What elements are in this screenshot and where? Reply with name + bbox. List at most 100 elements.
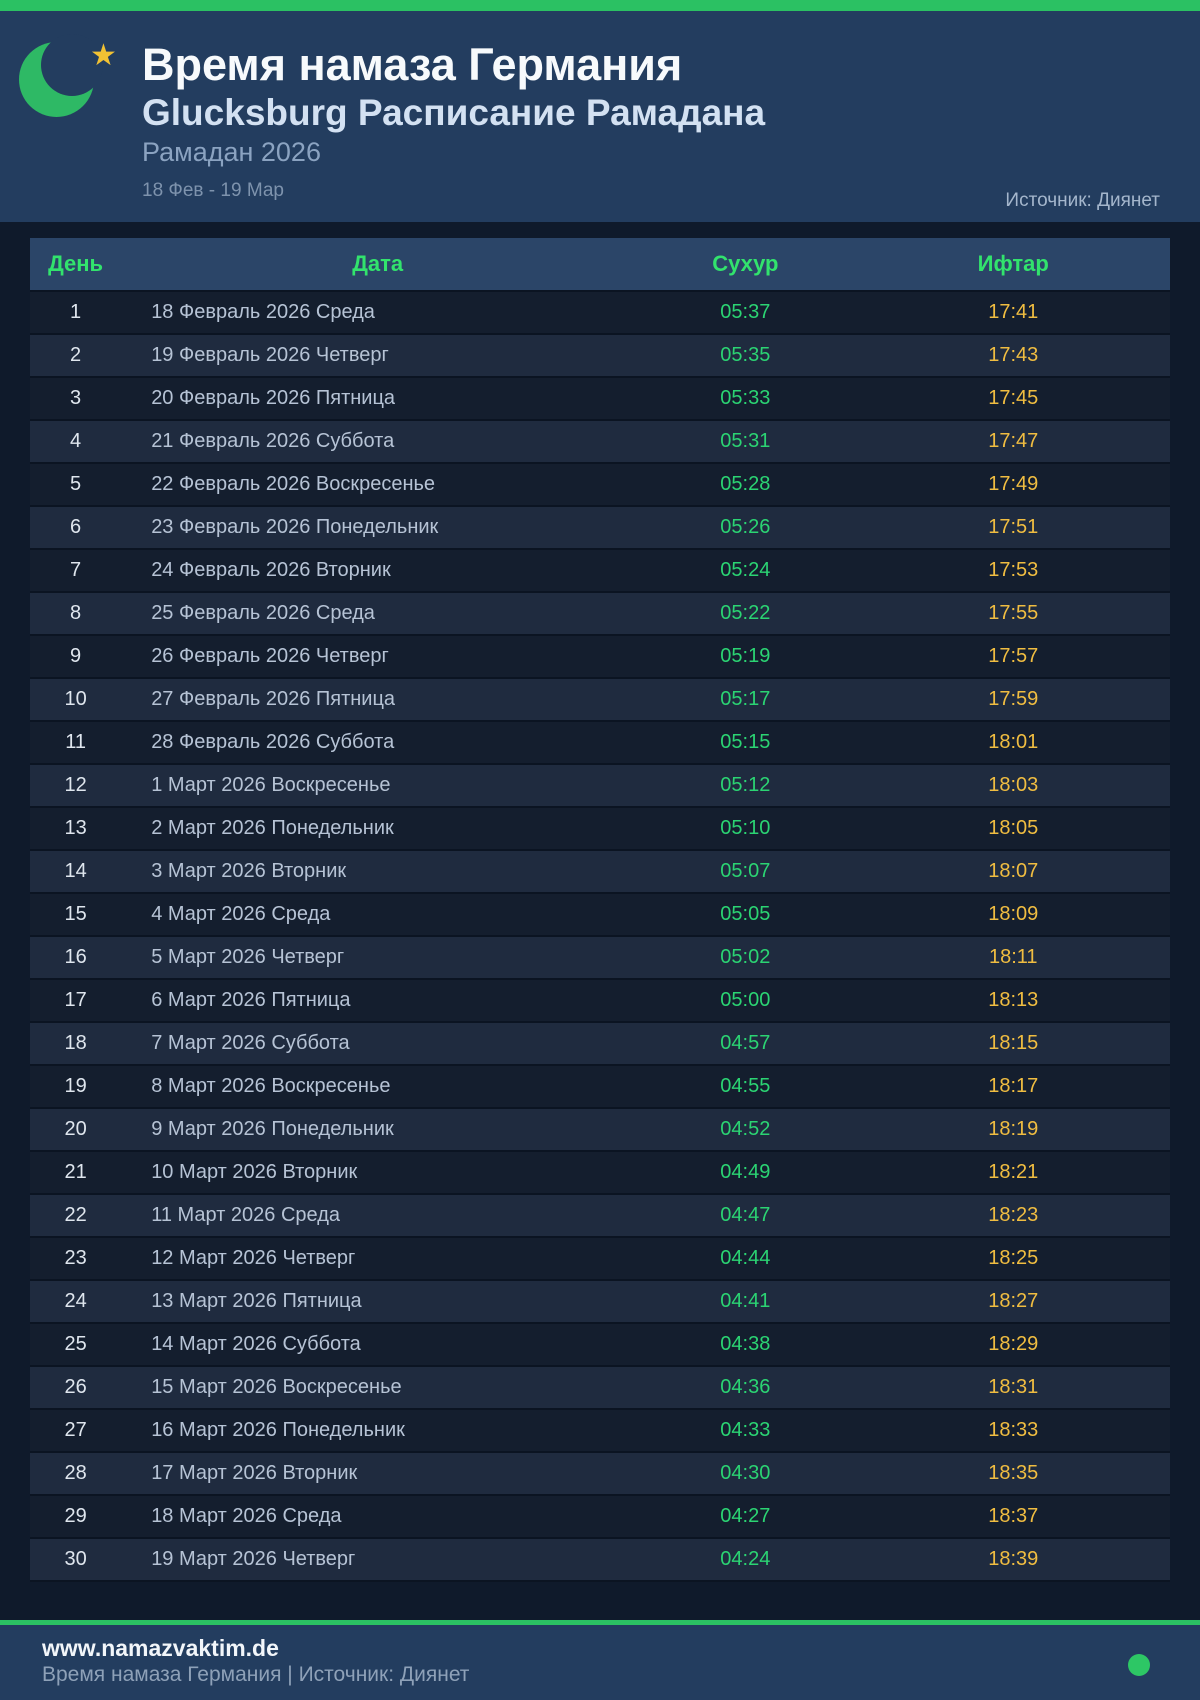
table-row: 17 6 Март 2026 Пятница 05:00 18:13 [30, 979, 1170, 1023]
iftar-cell: 18:31 [856, 1366, 1170, 1410]
table-row: 21 10 Март 2026 Вторник 04:49 18:21 [30, 1151, 1170, 1195]
table-row: 4 21 Февраль 2026 Суббота 05:31 17:47 [30, 420, 1170, 464]
day-cell: 12 [30, 764, 122, 808]
suhoor-cell: 04:36 [634, 1366, 857, 1410]
crescent-moon-icon [19, 34, 103, 117]
suhoor-cell: 04:30 [634, 1452, 857, 1496]
day-cell: 2 [30, 334, 122, 378]
date-cell: 18 Март 2026 Среда [121, 1495, 635, 1539]
suhoor-cell: 05:07 [634, 850, 857, 894]
iftar-cell: 18:33 [856, 1409, 1170, 1453]
date-cell: 17 Март 2026 Вторник [121, 1452, 635, 1496]
table-header-row: День Дата Сухур Ифтар [30, 238, 1170, 292]
day-cell: 4 [30, 420, 122, 464]
suhoor-cell: 05:17 [634, 678, 857, 722]
day-cell: 23 [30, 1237, 122, 1281]
iftar-cell: 18:29 [856, 1323, 1170, 1367]
suhoor-cell: 04:27 [634, 1495, 857, 1539]
iftar-cell: 18:09 [856, 893, 1170, 937]
iftar-cell: 18:03 [856, 764, 1170, 808]
table-row: 30 19 Март 2026 Четверг 04:24 18:39 [30, 1538, 1170, 1582]
suhoor-cell: 04:49 [634, 1151, 857, 1195]
iftar-cell: 17:57 [856, 635, 1170, 679]
date-cell: 15 Март 2026 Воскресенье [121, 1366, 635, 1410]
suhoor-cell: 05:10 [634, 807, 857, 851]
table-row: 26 15 Март 2026 Воскресенье 04:36 18:31 [30, 1366, 1170, 1410]
iftar-cell: 17:43 [856, 334, 1170, 378]
day-cell: 29 [30, 1495, 122, 1539]
date-cell: 14 Март 2026 Суббота [121, 1323, 635, 1367]
page-header: ★ Время намаза Германия Glucksburg Распи… [0, 11, 1200, 222]
table-row: 16 5 Март 2026 Четверг 05:02 18:11 [30, 936, 1170, 980]
iftar-cell: 18:05 [856, 807, 1170, 851]
suhoor-cell: 05:37 [634, 291, 857, 335]
date-cell: 5 Март 2026 Четверг [121, 936, 635, 980]
table-row: 24 13 Март 2026 Пятница 04:41 18:27 [30, 1280, 1170, 1324]
date-cell: 20 Февраль 2026 Пятница [121, 377, 635, 421]
suhoor-cell: 05:33 [634, 377, 857, 421]
day-cell: 30 [30, 1538, 122, 1582]
table-row: 19 8 Март 2026 Воскресенье 04:55 18:17 [30, 1065, 1170, 1109]
suhoor-cell: 05:26 [634, 506, 857, 550]
bottom-accent-stripe [0, 1620, 1200, 1625]
date-cell: 1 Март 2026 Воскресенье [121, 764, 635, 808]
table-row: 8 25 Февраль 2026 Среда 05:22 17:55 [30, 592, 1170, 636]
day-cell: 27 [30, 1409, 122, 1453]
day-cell: 5 [30, 463, 122, 507]
date-cell: 6 Март 2026 Пятница [121, 979, 635, 1023]
day-cell: 10 [30, 678, 122, 722]
day-cell: 28 [30, 1452, 122, 1496]
table-row: 23 12 Март 2026 Четверг 04:44 18:25 [30, 1237, 1170, 1281]
table-row: 14 3 Март 2026 Вторник 05:07 18:07 [30, 850, 1170, 894]
date-cell: 23 Февраль 2026 Понедельник [121, 506, 635, 550]
table-row: 3 20 Февраль 2026 Пятница 05:33 17:45 [30, 377, 1170, 421]
suhoor-cell: 04:38 [634, 1323, 857, 1367]
table-row: 20 9 Март 2026 Понедельник 04:52 18:19 [30, 1108, 1170, 1152]
suhoor-cell: 04:44 [634, 1237, 857, 1281]
iftar-cell: 17:59 [856, 678, 1170, 722]
iftar-cell: 18:17 [856, 1065, 1170, 1109]
table-row: 10 27 Февраль 2026 Пятница 05:17 17:59 [30, 678, 1170, 722]
day-cell: 1 [30, 291, 122, 335]
date-cell: 4 Март 2026 Среда [121, 893, 635, 937]
day-cell: 26 [30, 1366, 122, 1410]
col-header-date: Дата [121, 238, 635, 292]
suhoor-cell: 05:05 [634, 893, 857, 937]
day-cell: 6 [30, 506, 122, 550]
suhoor-cell: 05:00 [634, 979, 857, 1023]
date-cell: 3 Март 2026 Вторник [121, 850, 635, 894]
iftar-cell: 17:55 [856, 592, 1170, 636]
suhoor-cell: 04:24 [634, 1538, 857, 1582]
iftar-cell: 18:39 [856, 1538, 1170, 1582]
table-row: 28 17 Март 2026 Вторник 04:30 18:35 [30, 1452, 1170, 1496]
iftar-cell: 18:01 [856, 721, 1170, 765]
day-cell: 14 [30, 850, 122, 894]
iftar-cell: 18:37 [856, 1495, 1170, 1539]
suhoor-cell: 05:02 [634, 936, 857, 980]
date-cell: 27 Февраль 2026 Пятница [121, 678, 635, 722]
table-row: 27 16 Март 2026 Понедельник 04:33 18:33 [30, 1409, 1170, 1453]
day-cell: 15 [30, 893, 122, 937]
iftar-cell: 18:25 [856, 1237, 1170, 1281]
date-cell: 21 Февраль 2026 Суббота [121, 420, 635, 464]
table-row: 25 14 Март 2026 Суббота 04:38 18:29 [30, 1323, 1170, 1367]
period-label: Рамадан 2026 [142, 137, 321, 167]
iftar-cell: 18:21 [856, 1151, 1170, 1195]
iftar-cell: 18:15 [856, 1022, 1170, 1066]
table-row: 22 11 Март 2026 Среда 04:47 18:23 [30, 1194, 1170, 1238]
date-cell: 2 Март 2026 Понедельник [121, 807, 635, 851]
table-row: 12 1 Март 2026 Воскресенье 05:12 18:03 [30, 764, 1170, 808]
top-accent-stripe [0, 0, 1200, 11]
date-cell: 25 Февраль 2026 Среда [121, 592, 635, 636]
day-cell: 3 [30, 377, 122, 421]
date-cell: 8 Март 2026 Воскресенье [121, 1065, 635, 1109]
day-cell: 21 [30, 1151, 122, 1195]
iftar-cell: 17:53 [856, 549, 1170, 593]
iftar-cell: 18:35 [856, 1452, 1170, 1496]
table-row: 5 22 Февраль 2026 Воскресенье 05:28 17:49 [30, 463, 1170, 507]
date-cell: 19 Февраль 2026 Четверг [121, 334, 635, 378]
title-block: Время намаза Германия Glucksburg Расписа… [0, 11, 1200, 203]
suhoor-cell: 05:31 [634, 420, 857, 464]
date-cell: 9 Март 2026 Понедельник [121, 1108, 635, 1152]
table-row: 2 19 Февраль 2026 Четверг 05:35 17:43 [30, 334, 1170, 378]
